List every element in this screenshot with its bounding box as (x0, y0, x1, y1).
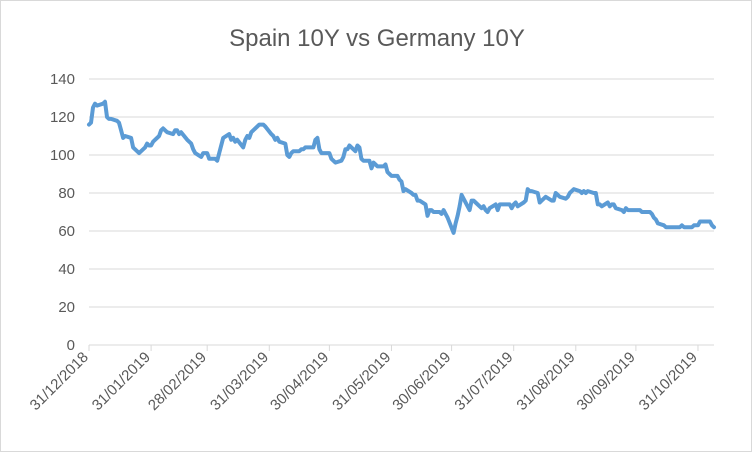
y-tick-label: 140 (50, 71, 75, 88)
y-tick-label: 120 (50, 109, 75, 126)
x-tick-label: 30/06/2019 (389, 349, 454, 414)
x-tick-label: 31/08/2019 (513, 349, 578, 414)
y-tick-label: 60 (58, 223, 75, 240)
x-tick-label: 31/01/2019 (89, 349, 154, 414)
chart-title: Spain 10Y vs Germany 10Y (229, 25, 525, 52)
series-line (87, 99, 716, 235)
x-tick-label: 30/04/2019 (267, 349, 332, 414)
y-tick-label: 20 (58, 299, 75, 316)
x-tick-label: 31/12/2018 (27, 349, 92, 414)
x-tick-label: 31/07/2019 (451, 349, 516, 414)
x-tick-label: 31/10/2019 (636, 349, 701, 414)
x-tick-label: 28/02/2019 (145, 349, 210, 414)
y-tick-label: 0 (67, 337, 75, 354)
y-tick-label: 100 (50, 147, 75, 164)
gridlines (89, 78, 714, 308)
y-axis: 0 20 40 60 80 100 120 140 (50, 71, 75, 354)
x-tick-label: 31/03/2019 (207, 349, 272, 414)
plot-area (87, 99, 716, 235)
y-tick-label: 80 (58, 185, 75, 202)
x-axis: 31/12/201831/01/201928/02/201931/03/2019… (27, 344, 714, 414)
x-tick-label: 31/05/2019 (329, 349, 394, 414)
y-tick-label: 40 (58, 261, 75, 278)
x-tick-label: 30/09/2019 (574, 349, 639, 414)
